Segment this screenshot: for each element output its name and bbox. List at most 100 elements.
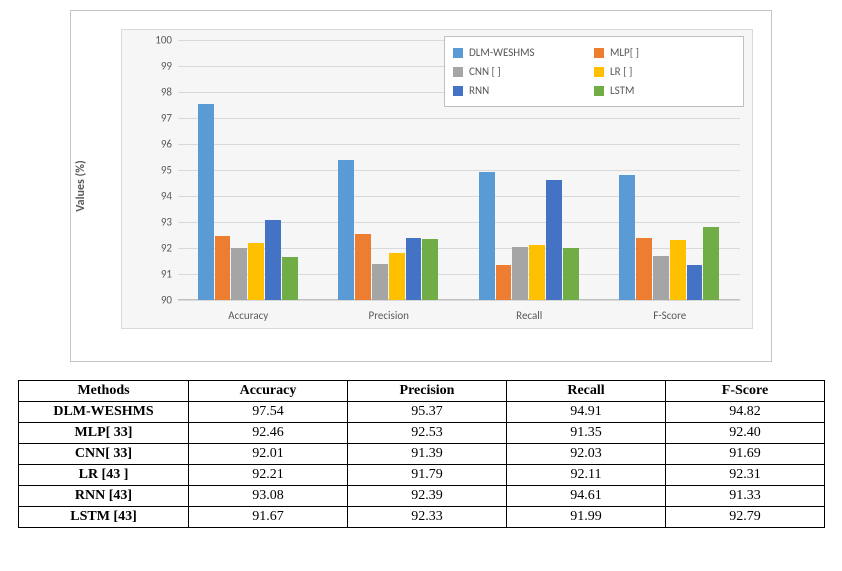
table-row: MLP[ 33]92.4692.5391.3592.40 [19,423,825,444]
legend-swatch [594,86,604,96]
cell-value: 92.11 [507,465,666,486]
bar [563,248,579,300]
bar [546,180,562,300]
bar [265,220,281,300]
cell-value: 92.53 [348,423,507,444]
cell-value: 94.91 [507,402,666,423]
category-label: Precision [319,309,460,322]
bar [389,253,405,300]
cell-method: LR [43 ] [19,465,189,486]
gridline [178,170,740,171]
y-tick-label: 100 [132,34,172,47]
cell-value: 97.54 [189,402,348,423]
bar [636,238,652,300]
cell-value: 92.33 [348,507,507,528]
bar [282,257,298,300]
cell-value: 91.39 [348,444,507,465]
gridline [178,144,740,145]
bar [496,265,512,300]
cell-method: DLM-WESHMS [19,402,189,423]
cell-value: 92.39 [348,486,507,507]
legend-swatch [453,67,463,77]
cell-method: MLP[ 33] [19,423,189,444]
bar [248,243,264,300]
y-tick-label: 96 [132,138,172,151]
bar [687,265,703,300]
cell-method: RNN [43] [19,486,189,507]
cell-value: 91.35 [507,423,666,444]
cell-value: 93.08 [189,486,348,507]
cell-value: 92.31 [666,465,825,486]
cell-value: 92.21 [189,465,348,486]
category-label: F-Score [600,309,741,322]
y-axis-title: Values (%) [74,160,88,212]
bar [529,245,545,300]
table-header-row: Methods Accuracy Precision Recall F-Scor… [19,381,825,402]
table-row: RNN [43]93.0892.3994.6191.33 [19,486,825,507]
cell-value: 92.03 [507,444,666,465]
legend-label: DLM-WESHMS [469,46,535,59]
legend-swatch [594,67,604,77]
cell-method: CNN[ 33] [19,444,189,465]
bar [422,239,438,300]
table-row: CNN[ 33]92.0191.3992.0391.69 [19,444,825,465]
legend-swatch [594,48,604,58]
category-label: Accuracy [178,309,319,322]
gridline [178,118,740,119]
bar [653,256,669,300]
legend-item: CNN [ ] [453,65,594,78]
chart-frame: Values (%) 90919293949596979899100 Accur… [70,10,772,362]
bar [619,175,635,300]
legend-label: LR [ ] [610,65,632,78]
page-root: Values (%) 90919293949596979899100 Accur… [0,0,842,571]
bar [198,104,214,300]
legend-item: LSTM [594,84,735,97]
table-head: Methods Accuracy Precision Recall F-Scor… [19,381,825,402]
cell-value: 91.33 [666,486,825,507]
table-body: DLM-WESHMS97.5495.3794.9194.82MLP[ 33]92… [19,402,825,528]
cell-value: 94.82 [666,402,825,423]
legend-label: LSTM [610,84,634,97]
cell-value: 94.61 [507,486,666,507]
table-row: LR [43 ]92.2191.7992.1192.31 [19,465,825,486]
legend-item: LR [ ] [594,65,735,78]
y-tick-label: 94 [132,190,172,203]
table-row: DLM-WESHMS97.5495.3794.9194.82 [19,402,825,423]
col-fscore: F-Score [666,381,825,402]
legend-label: RNN [469,84,489,97]
legend-item: RNN [453,84,594,97]
bar [355,234,371,300]
bar [372,264,388,300]
col-precision: Precision [348,381,507,402]
gridline [178,196,740,197]
legend-label: CNN [ ] [469,65,501,78]
col-recall: Recall [507,381,666,402]
bar [406,238,422,300]
legend-label: MLP[ ] [610,46,639,59]
cell-method: LSTM [43] [19,507,189,528]
bar [703,227,719,300]
bar [670,240,686,300]
y-tick-label: 91 [132,268,172,281]
bar [512,247,528,300]
cell-value: 91.67 [189,507,348,528]
bar [479,172,495,300]
col-methods: Methods [19,381,189,402]
legend-item: MLP[ ] [594,46,735,59]
legend-item: DLM-WESHMS [453,46,594,59]
y-tick-label: 95 [132,164,172,177]
col-accuracy: Accuracy [189,381,348,402]
legend-swatch [453,86,463,96]
y-tick-label: 99 [132,60,172,73]
bar [215,236,231,300]
cell-value: 95.37 [348,402,507,423]
bar [338,160,354,300]
y-tick-label: 93 [132,216,172,229]
gridline [178,300,740,301]
legend-swatch [453,48,463,58]
y-tick-label: 90 [132,294,172,307]
cell-value: 91.79 [348,465,507,486]
legend: DLM-WESHMS MLP[ ] CNN [ ] LR [ ] RNN LSTM [444,36,744,107]
gridline [178,222,740,223]
chart-inner: 90919293949596979899100 AccuracyPrecisio… [121,29,753,329]
